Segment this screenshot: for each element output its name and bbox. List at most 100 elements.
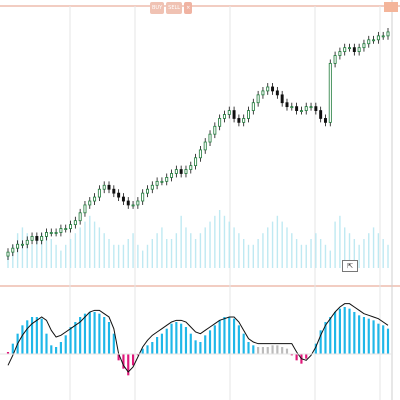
volume-bar (387, 244, 389, 268)
oscillator-bar-positive (151, 342, 154, 354)
volume-bar (276, 215, 279, 268)
volume-bar (344, 227, 346, 268)
candle-up (59, 228, 63, 233)
volume-bar (141, 250, 144, 268)
volume-bar (26, 233, 28, 268)
candle-up (198, 149, 202, 159)
volume-bar (257, 239, 259, 268)
close-icon[interactable]: × (184, 2, 193, 14)
candle-down (319, 110, 323, 119)
volume-bar (170, 239, 173, 268)
volume-bar (324, 244, 327, 268)
volume-bar (252, 244, 255, 268)
candle-up (45, 232, 48, 237)
candle-up (174, 169, 178, 174)
oscillator-bar-positive (208, 330, 212, 354)
candle-down (126, 200, 130, 206)
candle-up (218, 118, 222, 127)
oscillator-bar-positive (382, 325, 385, 354)
volume-bar (368, 233, 370, 268)
oscillator-bar-positive (175, 322, 178, 354)
oscillator-bar-positive (252, 345, 255, 354)
oscillator-bar-positive (343, 307, 346, 354)
candle-up (54, 232, 58, 234)
candle-up (203, 141, 207, 151)
candle-down (295, 106, 299, 111)
oscillator-bar-negative (6, 352, 10, 354)
oscillator-bar-positive (45, 333, 48, 354)
candle-up (266, 86, 270, 92)
oscillator-bar-positive (338, 308, 341, 354)
volume-bar (98, 227, 101, 268)
candle-down (112, 188, 116, 194)
volume-bar (334, 221, 336, 268)
volume-bar (113, 244, 115, 268)
candle-up (25, 239, 29, 245)
candle-up (93, 196, 97, 202)
volume-bar (156, 233, 158, 268)
oscillator-bar-positive (314, 343, 317, 354)
volume-bar (65, 244, 67, 268)
candle-up (131, 204, 135, 207)
volume-bar (291, 233, 293, 268)
candle-up (381, 35, 385, 38)
oscillator-bar-positive (271, 345, 274, 354)
volume-bar (103, 233, 105, 268)
oscillator-bar-positive (83, 313, 87, 354)
candle-up (160, 180, 164, 183)
volume-bar (185, 227, 187, 268)
oscillator-bar-positive (146, 345, 149, 354)
volume-bar (372, 227, 375, 268)
volume-bar (209, 221, 211, 268)
oscillator-bar-positive (199, 342, 202, 354)
oscillator-bar-positive (112, 333, 115, 354)
oscillator-bar-positive (329, 317, 332, 354)
volume-bar (137, 244, 139, 268)
oscillator-bar-positive (242, 333, 245, 354)
volume-bar (315, 233, 317, 268)
candle-up (343, 47, 347, 52)
candle-up (141, 192, 145, 202)
volume-bar (132, 233, 134, 268)
volume-bar (377, 233, 380, 268)
candle-up (40, 236, 44, 241)
oscillator-bar-positive (266, 347, 269, 354)
candle-down (275, 90, 279, 96)
volume-bar (161, 227, 163, 268)
oscillator-bar-positive (276, 345, 279, 354)
price-marker (384, 2, 398, 12)
candle-up (150, 184, 154, 190)
oscillator-bar-positive (79, 317, 82, 354)
oscillator-bar-positive (281, 347, 284, 354)
candle-down (352, 47, 356, 52)
oscillator-bar-positive (285, 348, 289, 354)
candle-up (386, 31, 390, 37)
volume-bar (271, 221, 274, 268)
oscillator-bar-positive (237, 325, 240, 354)
volume-bar (267, 227, 269, 268)
volume-bar (190, 233, 192, 268)
oscillator-bar-positive (319, 330, 322, 354)
oscillator-bar-positive (11, 343, 14, 354)
candle-up (6, 251, 10, 257)
oscillator-bar-positive (160, 333, 163, 354)
sell-tag[interactable]: SELL (166, 2, 183, 14)
volume-bars (7, 210, 389, 268)
oscillator-bar-positive (223, 317, 226, 354)
buy-tag[interactable]: BUY (150, 2, 165, 14)
candle-up (136, 200, 140, 206)
candle-down (35, 236, 39, 241)
oscillator-bar-positive (103, 317, 106, 354)
volume-bar (305, 244, 307, 268)
candle-up (367, 39, 371, 45)
volume-bar (117, 244, 120, 268)
volume-bar (108, 239, 110, 268)
oscillator-bar-negative (131, 354, 135, 366)
volume-bar (300, 244, 303, 268)
volume-bar (199, 233, 202, 268)
candle-down (179, 169, 183, 174)
volume-bar (127, 239, 129, 268)
candle-down (271, 86, 275, 92)
candle-up (20, 243, 24, 246)
